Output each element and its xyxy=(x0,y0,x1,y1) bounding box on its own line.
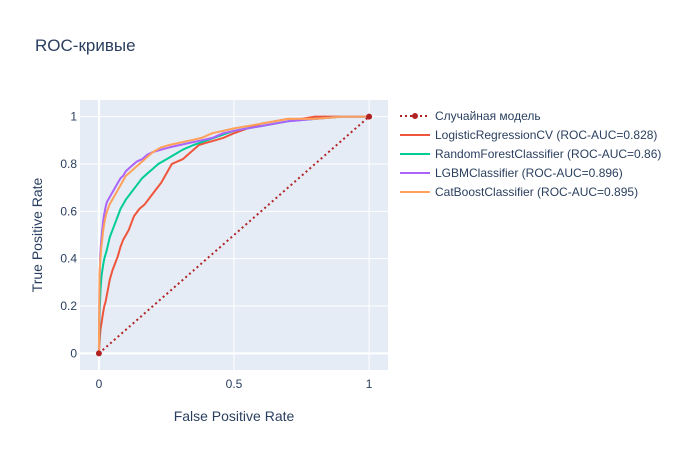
y-tick-label: 0.4 xyxy=(60,252,77,266)
axis-ticks: 0 0.5 1 0 0.2 0.4 0.6 0.8 1 xyxy=(60,110,372,391)
y-tick-label: 0.8 xyxy=(60,157,77,171)
legend-label: LGBMClassifier (ROC-AUC=0.896) xyxy=(435,166,623,180)
series-line-3 xyxy=(97,115,370,354)
series-line-4 xyxy=(97,115,370,354)
y-axis-title: True Positive Rate xyxy=(29,177,45,292)
legend-item-1[interactable]: LogisticRegressionCV (ROC-AUC=0.828) xyxy=(400,128,657,142)
x-tick-label: 0.5 xyxy=(226,377,243,391)
legend-item-2[interactable]: RandomForestClassifier (ROC-AUC=0.86) xyxy=(400,147,661,161)
legend-item-4[interactable]: CatBoostClassifier (ROC-AUC=0.895) xyxy=(400,185,638,199)
chart-title: ROC-кривые xyxy=(35,36,136,55)
x-axis-title: False Positive Rate xyxy=(174,408,295,424)
y-tick-label: 1 xyxy=(70,110,77,124)
legend-item-0[interactable]: Случайная модель xyxy=(400,109,541,123)
legend-label: Случайная модель xyxy=(435,109,541,123)
series-layer xyxy=(95,113,373,357)
legend-label: LogisticRegressionCV (ROC-AUC=0.828) xyxy=(435,128,657,142)
y-tick-label: 0.2 xyxy=(60,299,77,313)
legend-item-3[interactable]: LGBMClassifier (ROC-AUC=0.896) xyxy=(400,166,623,180)
y-tick-label: 0 xyxy=(70,346,77,360)
x-tick-label: 1 xyxy=(366,377,373,391)
grid xyxy=(80,100,388,370)
x-tick-label: 0 xyxy=(96,377,103,391)
legend[interactable]: Случайная модель LogisticRegressionCV (RO… xyxy=(400,109,661,199)
legend-marker xyxy=(412,113,418,119)
series-marker xyxy=(95,350,102,357)
legend-label: RandomForestClassifier (ROC-AUC=0.86) xyxy=(435,147,661,161)
series-marker xyxy=(366,113,373,120)
legend-label: CatBoostClassifier (ROC-AUC=0.895) xyxy=(435,185,638,199)
y-tick-label: 0.6 xyxy=(60,204,77,218)
